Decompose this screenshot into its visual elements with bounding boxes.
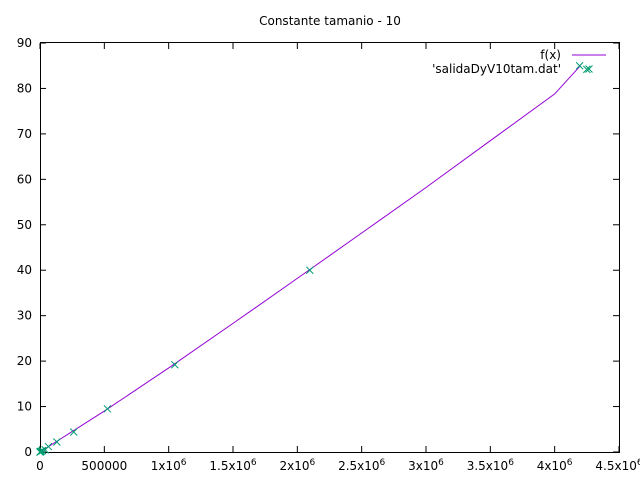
data-point — [582, 65, 591, 74]
data-point-stroke — [53, 438, 61, 446]
x-tick-label: 4x106 — [537, 458, 573, 473]
data-point — [69, 428, 78, 436]
data-point — [170, 360, 179, 369]
y-tick-label: 40 — [17, 263, 32, 277]
y-axis: 0 10 20 30 40 50 60 70 80 90 — [17, 36, 619, 459]
data-point-stroke — [38, 446, 47, 455]
x-tick-label: 4.5x106 — [595, 458, 640, 473]
legend-label: 'salidaDyV10tam.dat' — [432, 62, 561, 76]
legend-marker-sample — [585, 65, 593, 73]
data-point — [575, 61, 584, 70]
y-tick-label: 20 — [17, 354, 32, 368]
plot-area — [36, 61, 591, 456]
legend: f(x)'salidaDyV10tam.dat' — [432, 48, 606, 76]
x-tick-label: 2x106 — [279, 458, 315, 473]
data-point — [305, 266, 314, 275]
y-tick-label: 70 — [17, 127, 32, 141]
x-tick-label: 500000 — [81, 459, 127, 473]
legend-label: f(x) — [540, 48, 561, 62]
y-tick-label: 90 — [17, 36, 32, 50]
data-point — [44, 442, 53, 451]
y-tick-label: 10 — [17, 400, 32, 414]
x-tick-label: 3x106 — [408, 458, 444, 473]
data-point-stroke — [44, 442, 53, 451]
y-tick-label: 30 — [17, 309, 32, 323]
data-point — [53, 438, 61, 446]
data-point-stroke — [582, 65, 591, 74]
x-tick-label: 1x106 — [151, 458, 187, 473]
data-point-stroke — [69, 428, 78, 436]
x-tick-label: 0 — [36, 459, 44, 473]
plot-frame — [40, 42, 620, 453]
data-point-stroke — [305, 266, 314, 275]
data-point — [38, 446, 47, 455]
data-point-stroke — [575, 61, 584, 70]
data-point-stroke — [170, 360, 179, 369]
y-tick-label: 50 — [17, 218, 32, 232]
chart-title: Constante tamanio - 10 — [259, 14, 401, 28]
data-point — [103, 404, 112, 413]
series-line-fx — [39, 65, 581, 453]
x-axis: 0 500000 1x106 1.5x106 2x106 2.5x106 3x106 3.5x… — [36, 43, 640, 473]
legend-marker-stroke — [585, 65, 593, 73]
x-tick-label: 3.5x106 — [467, 458, 514, 473]
data-point-stroke — [103, 404, 112, 413]
x-tick-label: 2.5x106 — [338, 458, 385, 473]
y-tick-label: 80 — [17, 81, 32, 95]
y-tick-label: 60 — [17, 172, 32, 186]
y-tick-label: 0 — [24, 445, 32, 459]
x-tick-label: 1.5x106 — [209, 458, 256, 473]
